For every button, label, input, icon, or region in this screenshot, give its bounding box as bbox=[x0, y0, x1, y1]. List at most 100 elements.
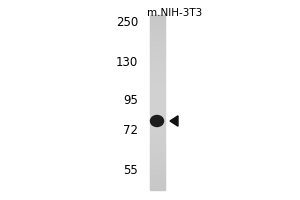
Bar bbox=[150, 82, 165, 83]
Bar bbox=[150, 98, 165, 99]
Text: 55: 55 bbox=[123, 164, 138, 176]
Bar bbox=[150, 99, 165, 100]
Bar bbox=[150, 103, 165, 104]
Bar bbox=[150, 23, 165, 24]
Bar bbox=[150, 43, 165, 44]
Bar bbox=[150, 110, 165, 111]
Bar bbox=[150, 88, 165, 89]
Bar bbox=[150, 85, 165, 86]
Bar bbox=[150, 149, 165, 150]
Bar bbox=[150, 188, 165, 189]
Bar bbox=[150, 17, 165, 18]
Bar bbox=[150, 25, 165, 26]
Bar bbox=[150, 146, 165, 147]
Bar bbox=[150, 19, 165, 20]
Bar bbox=[150, 80, 165, 81]
Bar bbox=[150, 141, 165, 142]
Bar bbox=[150, 150, 165, 151]
Bar bbox=[150, 154, 165, 155]
Bar bbox=[150, 52, 165, 53]
Bar bbox=[150, 170, 165, 171]
Bar bbox=[150, 96, 165, 97]
Bar bbox=[150, 59, 165, 60]
Bar bbox=[150, 120, 165, 121]
Bar bbox=[150, 94, 165, 95]
Bar bbox=[150, 73, 165, 74]
Bar bbox=[150, 168, 165, 169]
Bar bbox=[150, 67, 165, 68]
Bar bbox=[150, 124, 165, 125]
Bar bbox=[150, 181, 165, 182]
Bar bbox=[150, 37, 165, 38]
Bar bbox=[150, 55, 165, 56]
Bar bbox=[150, 142, 165, 143]
Bar bbox=[150, 173, 165, 174]
Bar bbox=[150, 95, 165, 96]
Bar bbox=[150, 56, 165, 57]
Bar bbox=[150, 16, 165, 17]
Bar bbox=[150, 61, 165, 62]
Bar bbox=[150, 164, 165, 165]
Bar bbox=[150, 22, 165, 23]
Bar bbox=[150, 66, 165, 67]
Bar bbox=[150, 83, 165, 84]
Bar bbox=[150, 106, 165, 107]
Bar bbox=[150, 28, 165, 29]
Bar bbox=[150, 101, 165, 102]
Bar bbox=[150, 130, 165, 131]
Bar bbox=[150, 15, 165, 16]
Bar bbox=[150, 57, 165, 58]
Bar bbox=[150, 139, 165, 140]
Bar bbox=[150, 30, 165, 31]
Bar bbox=[150, 123, 165, 124]
Bar bbox=[150, 137, 165, 138]
Bar bbox=[150, 63, 165, 64]
Bar bbox=[150, 48, 165, 49]
Bar bbox=[150, 107, 165, 108]
Bar bbox=[150, 34, 165, 35]
Bar bbox=[150, 81, 165, 82]
Bar bbox=[150, 157, 165, 158]
Bar bbox=[150, 40, 165, 41]
Bar bbox=[150, 152, 165, 153]
Bar bbox=[150, 119, 165, 120]
Bar bbox=[150, 91, 165, 92]
Bar bbox=[150, 26, 165, 27]
Bar bbox=[150, 44, 165, 45]
Bar bbox=[150, 58, 165, 59]
Text: 72: 72 bbox=[123, 123, 138, 136]
Bar bbox=[150, 51, 165, 52]
Bar bbox=[150, 32, 165, 33]
Polygon shape bbox=[170, 116, 178, 126]
Bar bbox=[150, 129, 165, 130]
Bar bbox=[150, 175, 165, 176]
Bar bbox=[150, 172, 165, 173]
Bar bbox=[150, 42, 165, 43]
Bar bbox=[150, 86, 165, 87]
Bar bbox=[150, 177, 165, 178]
Bar bbox=[150, 182, 165, 183]
Bar bbox=[150, 27, 165, 28]
Bar bbox=[150, 18, 165, 19]
Bar bbox=[150, 64, 165, 65]
Bar bbox=[150, 109, 165, 110]
Bar bbox=[150, 151, 165, 152]
Bar bbox=[150, 145, 165, 146]
Bar bbox=[150, 75, 165, 76]
Bar bbox=[150, 77, 165, 78]
Bar bbox=[150, 147, 165, 148]
Bar bbox=[150, 90, 165, 91]
Bar bbox=[150, 186, 165, 187]
Bar bbox=[150, 132, 165, 133]
Bar bbox=[150, 84, 165, 85]
Bar bbox=[150, 97, 165, 98]
Bar bbox=[150, 79, 165, 80]
Bar bbox=[150, 76, 165, 77]
Text: 95: 95 bbox=[123, 94, 138, 106]
Bar bbox=[150, 49, 165, 50]
Bar bbox=[150, 35, 165, 36]
Bar bbox=[150, 135, 165, 136]
Bar bbox=[150, 117, 165, 118]
Bar bbox=[150, 171, 165, 172]
Bar bbox=[150, 180, 165, 181]
